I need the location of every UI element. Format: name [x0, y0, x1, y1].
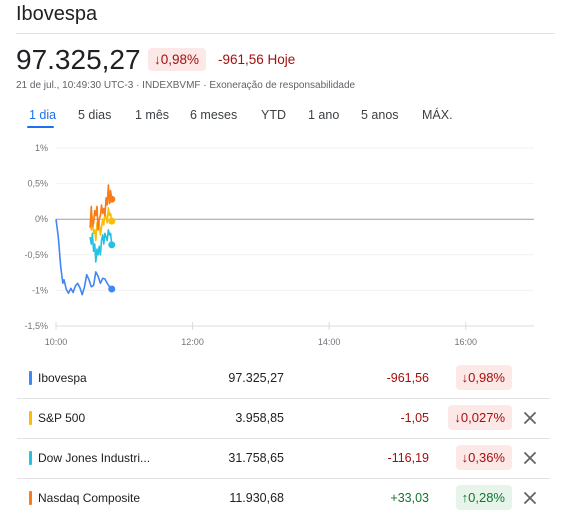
page-title: Ibovespa	[16, 3, 98, 25]
series-color-bar	[29, 411, 32, 425]
close-icon[interactable]	[519, 487, 541, 509]
series-end-dot	[108, 217, 116, 225]
row-pct-badge: ↓0,36%	[455, 445, 512, 470]
y-tick-label: 0%	[35, 214, 48, 224]
tab-ytd[interactable]: YTD	[261, 108, 286, 122]
row-change: -961,56	[386, 371, 429, 385]
comparison-table: Ibovespa 97.325,27 -961,56 ↓0,98% S&P 50…	[17, 359, 550, 518]
series-color-bar	[29, 491, 32, 505]
current-price: 97.325,27	[16, 44, 141, 75]
y-tick-label: 1%	[35, 143, 48, 153]
tab-5d[interactable]: 5 dias	[78, 108, 112, 122]
tab-max[interactable]: MÁX.	[422, 108, 453, 122]
price-chart[interactable]: 1% 0,5% 0% -0,5% -1% -1,5% 10:00 12:00 14:00 16:0…	[0, 138, 563, 352]
row-value: 31.758,65	[228, 451, 284, 465]
change-today: -961,56 Hoje	[218, 52, 296, 67]
close-icon[interactable]	[519, 407, 541, 429]
row-change: +33,03	[390, 491, 429, 505]
y-tick-label: -1%	[32, 285, 48, 295]
series-line	[55, 219, 113, 296]
tab-5y[interactable]: 5 anos	[361, 108, 399, 122]
series-color-bar	[29, 451, 32, 465]
row-value: 3.958,85	[235, 411, 284, 425]
series-line	[89, 207, 113, 242]
tab-1d[interactable]: 1 dia	[29, 108, 57, 122]
row-value: 11.930,68	[229, 491, 284, 505]
y-tick-label: -1,5%	[24, 321, 48, 331]
table-row[interactable]: Dow Jones Industri... 31.758,65 -116,19 …	[17, 439, 550, 479]
close-icon[interactable]	[519, 447, 541, 469]
title-divider	[16, 33, 555, 34]
active-tab-indicator	[27, 126, 54, 128]
row-pct-badge: ↓0,98%	[455, 365, 512, 390]
row-name: Ibovespa	[38, 371, 87, 385]
row-name: S&P 500	[38, 411, 86, 425]
row-pct-badge: ↓0,027%	[448, 405, 512, 430]
table-row[interactable]: Ibovespa 97.325,27 -961,56 ↓0,98%	[17, 359, 550, 399]
series-line	[89, 229, 113, 263]
series-end-dot	[108, 285, 116, 293]
pct-change-badge: ↓0,98%	[148, 48, 207, 71]
quote-meta: 21 de jul., 10:49:30 UTC-3 · INDEXBVMF ·…	[16, 80, 356, 91]
tab-6m[interactable]: 6 meses	[190, 108, 238, 122]
x-tick-label: 12:00	[181, 337, 204, 347]
y-tick-label: 0,5%	[27, 179, 48, 189]
series-end-dot	[108, 195, 116, 203]
x-tick-label: 14:00	[318, 337, 341, 347]
row-name: Dow Jones Industri...	[38, 451, 151, 465]
row-change: -116,19	[387, 451, 429, 465]
tab-1m[interactable]: 1 mês	[135, 108, 170, 122]
table-row[interactable]: S&P 500 3.958,85 -1,05 ↓0,027%	[17, 399, 550, 439]
series-end-dot	[108, 241, 116, 249]
x-tick-label: 16:00	[454, 337, 477, 347]
row-pct-badge: ↑0,28%	[455, 485, 512, 510]
series-color-bar	[29, 371, 32, 385]
tab-1y[interactable]: 1 ano	[308, 108, 340, 122]
y-tick-label: -0,5%	[24, 250, 48, 260]
table-row[interactable]: Nasdaq Composite 11.930,68 +33,03 ↑0,28%	[17, 479, 550, 518]
series-line	[89, 184, 113, 231]
x-tick-label: 10:00	[45, 337, 68, 347]
row-change: -1,05	[400, 411, 430, 425]
row-name: Nasdaq Composite	[38, 491, 141, 505]
row-value: 97.325,27	[228, 371, 284, 385]
